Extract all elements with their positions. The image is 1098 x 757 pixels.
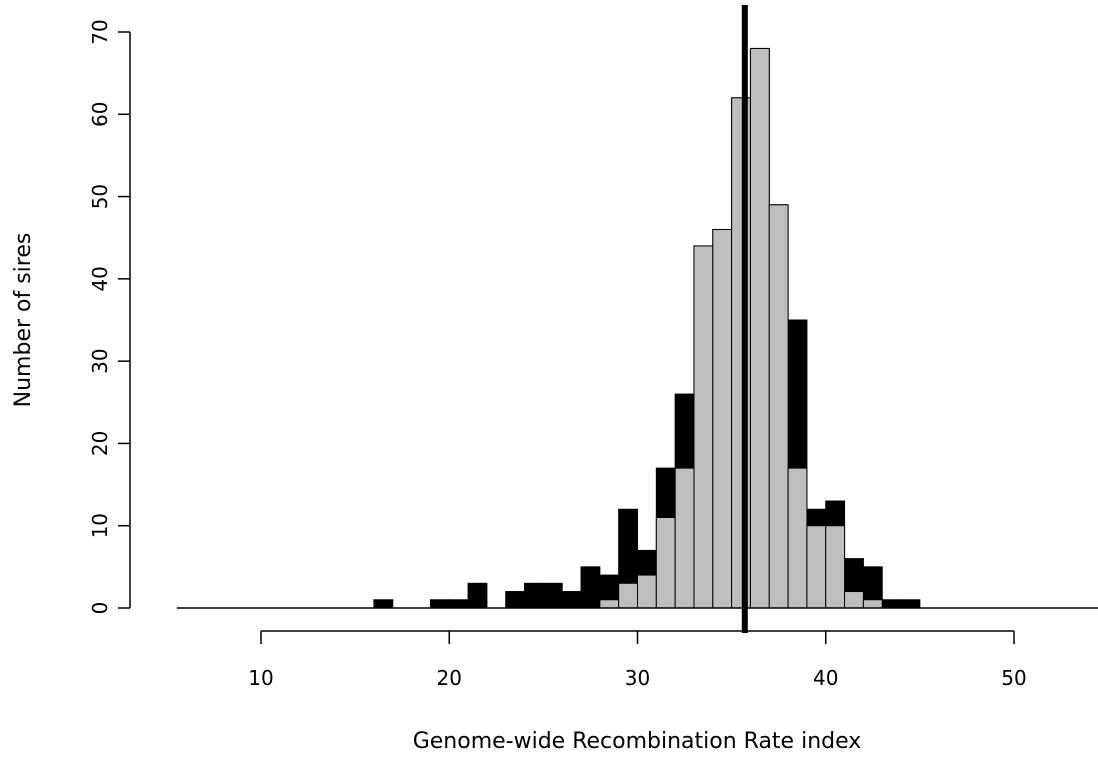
x-tick-label-50: 50 (1001, 666, 1026, 690)
grey-bar-36 (749, 47, 770, 609)
y-tick-label-30: 30 (88, 348, 112, 373)
grey-bar-32 (674, 467, 695, 609)
grey-bar-42 (862, 599, 883, 609)
x-axis-title: Genome-wide Recombination Rate index (413, 729, 862, 754)
y-tick-label-10: 10 (88, 513, 112, 538)
grey-bar-group (599, 47, 883, 609)
grey-bar-30 (637, 574, 657, 609)
black-bar-19 (429, 599, 450, 609)
black-bar-44 (900, 599, 921, 609)
black-bar-20 (448, 599, 469, 609)
black-bar-16 (373, 599, 394, 609)
grey-bar-33 (693, 245, 714, 609)
grey-bar-38 (787, 467, 808, 609)
black-bar-26 (561, 591, 582, 609)
x-tick-label-30: 30 (625, 666, 650, 690)
x-axis: 10 20 30 40 50 (248, 630, 1027, 690)
y-tick-label-0: 0 (88, 602, 112, 615)
y-tick-label-50: 50 (88, 184, 112, 209)
black-bar-27 (580, 566, 601, 609)
y-axis: 0 10 20 30 40 50 60 70 (88, 19, 131, 615)
black-bar-group (373, 47, 921, 609)
grey-bar-28 (599, 599, 620, 609)
y-axis-title: Number of sires (11, 233, 36, 408)
grey-bar-39 (806, 525, 827, 609)
black-bar-24 (524, 582, 544, 609)
y-tick-label-40: 40 (88, 266, 112, 291)
grey-bar-41 (844, 591, 864, 609)
black-bar-23 (505, 591, 526, 609)
y-tick-label-70: 70 (88, 19, 112, 44)
x-tick-label-20: 20 (437, 666, 462, 690)
y-tick-label-60: 60 (88, 102, 112, 127)
grey-bar-29 (618, 582, 638, 609)
grey-bar-40 (825, 525, 846, 609)
black-bar-43 (881, 599, 902, 609)
grey-bar-37 (768, 204, 789, 609)
black-bar-21 (467, 582, 488, 609)
grey-bar-31 (655, 516, 676, 609)
x-tick-label-40: 40 (813, 666, 838, 690)
grey-bar-34 (712, 228, 733, 609)
black-bar-25 (542, 582, 563, 609)
x-tick-label-10: 10 (248, 666, 273, 690)
y-tick-label-20: 20 (88, 431, 112, 456)
